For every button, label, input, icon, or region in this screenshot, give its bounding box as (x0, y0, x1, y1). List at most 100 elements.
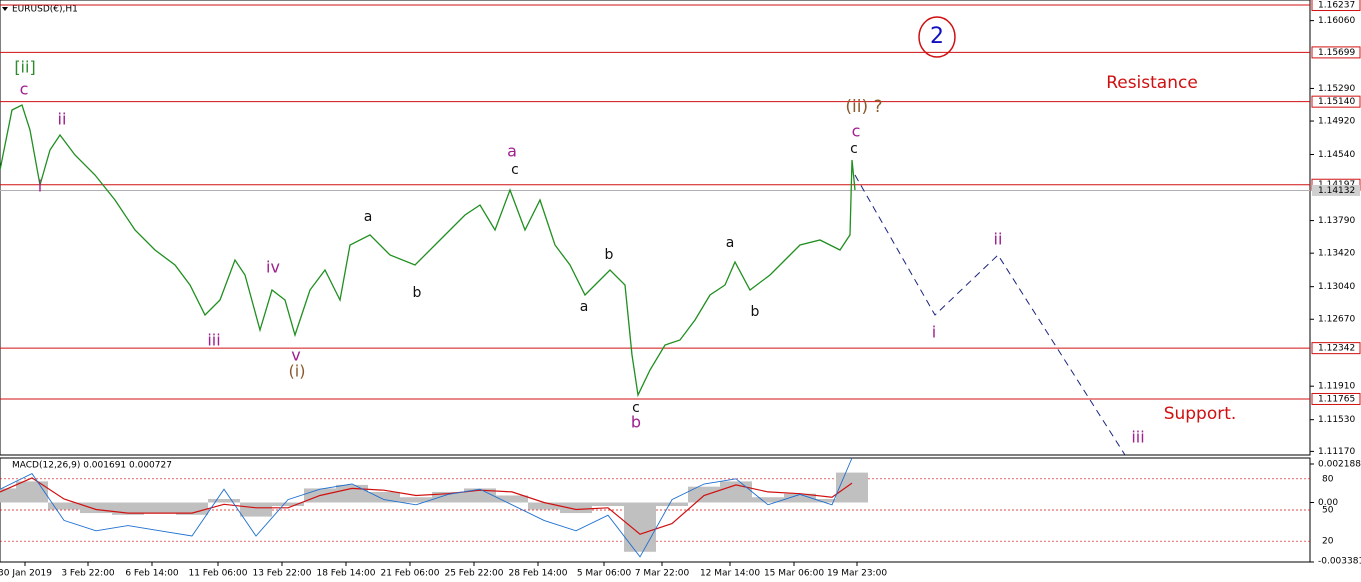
macd-bar (176, 502, 208, 515)
level-label: 1.15140 (1318, 97, 1355, 107)
menu-arrow (2, 7, 8, 11)
x-tick-label: 25 Feb 22:00 (444, 569, 503, 579)
macd-bar (336, 484, 368, 503)
y-tick-label: 1.11530 (1318, 415, 1355, 425)
wave-label: ii (58, 109, 67, 128)
wave-label: c (850, 141, 858, 157)
y2-tick-label: 80 (1322, 474, 1334, 484)
wave-label: b (751, 304, 760, 320)
level-tag (1311, 392, 1361, 405)
macd-bar (368, 491, 400, 503)
level-tag (1311, 95, 1361, 108)
y-tick-label: 0.002188 (1318, 460, 1361, 470)
macd-bar (400, 497, 432, 503)
level-tag (1311, 342, 1361, 355)
macd-bar (240, 502, 272, 517)
macd-bar (144, 502, 176, 514)
wave-label: ii (994, 229, 1003, 248)
x-tick-label: 6 Feb 14:00 (125, 569, 179, 579)
y-tick-label: 1.11170 (1318, 447, 1355, 457)
wave-label: (ii) ? (845, 97, 882, 117)
macd-bar (432, 491, 464, 503)
level-label: 1.11765 (1318, 394, 1355, 404)
macd-bar (464, 488, 496, 503)
wave-label: a (726, 235, 735, 251)
macd-bar (816, 498, 848, 503)
macd-bar (624, 502, 656, 552)
wave-label: (i) (289, 361, 306, 380)
y-tick-label: 1.16060 (1318, 16, 1355, 26)
y-tick-label: 0.00 (1318, 498, 1338, 508)
x-tick-label: 11 Feb 06:00 (188, 569, 247, 579)
macd-bar (592, 502, 624, 507)
wave-circle-label: 2 (930, 24, 944, 49)
y2-tick-label: 50 (1322, 506, 1334, 516)
signal-line (0, 477, 853, 535)
macd-bar (208, 498, 240, 503)
level-label: 1.15699 (1318, 48, 1355, 58)
stochastic-line (0, 457, 853, 558)
main-panel (0, 0, 1311, 456)
y-tick-label: 1.11910 (1318, 382, 1355, 392)
macd-bar (784, 493, 816, 503)
macd-bar (528, 502, 560, 510)
wave-label: a (580, 299, 589, 315)
wave-label: i (932, 322, 936, 341)
y-tick-label: 1.13040 (1318, 282, 1355, 292)
last-price-tag (1312, 184, 1360, 196)
macd-bar (496, 495, 528, 503)
y-tick-label: 1.15290 (1318, 84, 1355, 94)
wave-label: b (605, 247, 614, 263)
x-tick-label: 30 Jan 2019 (0, 569, 52, 579)
wave-label: [ii] (14, 58, 35, 77)
y2-tick-label: 20 (1322, 537, 1334, 547)
macd-bar (560, 502, 592, 514)
wave-label: iv (266, 257, 280, 276)
macd-bar (836, 472, 868, 503)
price-line (0, 104, 856, 398)
macd-bar (272, 502, 304, 507)
chart-title: EURUSD(€),H1 (12, 5, 78, 15)
x-tick-label: 13 Feb 22:00 (252, 569, 311, 579)
macd-bar (16, 481, 48, 503)
macd-bar (752, 497, 784, 503)
wave-label: c (852, 121, 861, 140)
wave-label: c (632, 400, 640, 416)
last-price-label: 1.14132 (1318, 186, 1355, 196)
level-label: 1.12342 (1318, 344, 1355, 354)
y-tick-label: 1.12670 (1318, 315, 1355, 325)
x-tick-label: 18 Feb 14:00 (316, 569, 375, 579)
wave-label: iii (1131, 427, 1144, 446)
level-label: 1.16237 (1318, 1, 1355, 11)
y-tick-label: 1.13790 (1318, 216, 1355, 226)
wave-label: b (631, 412, 641, 431)
x-tick-label: 7 Mar 22:00 (635, 569, 690, 579)
wave-label: iii (207, 331, 220, 350)
wave-label: c (511, 162, 519, 178)
wave-label: v (291, 345, 300, 364)
x-tick-label: 15 Mar 06:00 (764, 569, 824, 579)
level-tag (1311, 46, 1361, 59)
x-tick-label: 12 Mar 14:00 (700, 569, 760, 579)
x-tick-label: 28 Feb 14:00 (508, 569, 567, 579)
wave-label: a (364, 209, 373, 225)
wave-label: c (20, 80, 29, 99)
wave-circle (918, 16, 956, 58)
wave-label: Resistance (1106, 73, 1198, 93)
y-tick-label: 1.13420 (1318, 249, 1355, 259)
x-tick-label: 5 Mar 06:00 (577, 569, 632, 579)
macd-bar (0, 488, 16, 503)
wave-label: a (507, 141, 517, 160)
x-tick-label: 19 Mar 23:00 (827, 569, 887, 579)
wave-label: Support. (1164, 404, 1237, 424)
y-tick-label: 1.14920 (1318, 117, 1355, 127)
macd-title: MACD(12,26,9) 0.001691 0.000727 (12, 461, 172, 471)
macd-bar (656, 502, 688, 507)
wave-label: b (413, 285, 422, 301)
wave-label: i (38, 177, 42, 196)
level-tag (1311, 0, 1361, 12)
y-tick-label: -0.003381 (1318, 557, 1361, 567)
x-tick-label: 3 Feb 22:00 (61, 569, 115, 579)
macd-bar (48, 502, 80, 510)
